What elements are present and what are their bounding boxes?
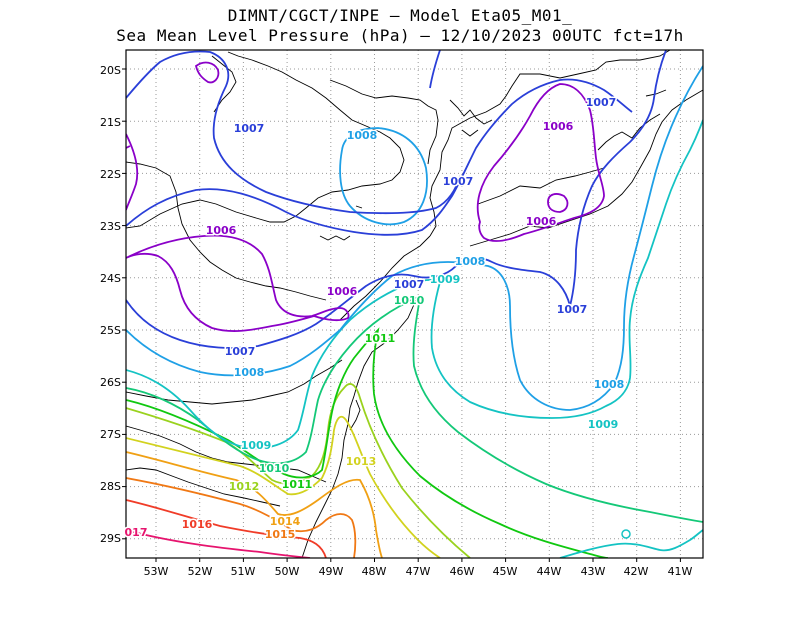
title-line-2: Sea Mean Level Pressure (hPa) – 12/10/20… <box>116 26 684 45</box>
isobar-1009-south <box>559 529 703 558</box>
axis-ticks <box>122 68 681 562</box>
isobar-label: 1007 <box>586 96 617 109</box>
lat-label: 21S <box>100 116 121 129</box>
lat-label: 28S <box>100 480 121 493</box>
isobar-1009-cell <box>621 529 631 539</box>
isobar-1007-b <box>126 78 633 236</box>
isobar-1006-west <box>126 234 350 332</box>
isobar-label: 017 <box>125 526 148 539</box>
isobar-1007-c <box>126 50 461 215</box>
isobar-label: 1009 <box>241 439 272 452</box>
isobar-label: 1008 <box>455 255 486 268</box>
isobar-1009 <box>126 119 703 450</box>
isobar-label: 1006 <box>526 215 557 228</box>
isobar-label: 1016 <box>182 518 213 531</box>
lon-label: 44W <box>537 565 562 578</box>
isobar-label: 1006 <box>327 285 358 298</box>
isobar-1016 <box>126 499 327 558</box>
isobar-1008-cell <box>339 127 428 226</box>
lat-labels: 20S 21S 22S 23S 24S 25S 26S 27S 28S 29S <box>100 64 121 545</box>
lon-label: 53W <box>144 565 169 578</box>
lat-label: 23S <box>100 220 121 233</box>
isobar-label: 1006 <box>543 120 574 133</box>
lat-label: 20S <box>100 64 121 77</box>
isobar-label: 1009 <box>430 273 461 286</box>
lon-label: 43W <box>581 565 606 578</box>
grid-lines <box>126 50 703 558</box>
lon-label: 49W <box>319 565 344 578</box>
isobar-label: 1006 <box>206 224 237 237</box>
isobar-1007 <box>126 50 667 349</box>
isobar-1006-east <box>476 83 605 242</box>
isobar-label: 1010 <box>394 294 425 307</box>
isobar-label: 1014 <box>270 515 301 528</box>
isobar-1015 <box>126 477 357 558</box>
isobar-1006-mid <box>126 145 131 149</box>
isobar-label: 1008 <box>347 129 378 142</box>
lon-label: 51W <box>231 565 256 578</box>
isobar-1006-west2 <box>126 133 139 211</box>
isobar-label: 1008 <box>594 378 625 391</box>
lat-label: 27S <box>100 428 121 441</box>
isobar-label: 1007 <box>225 345 256 358</box>
isobar-label: 1007 <box>443 175 474 188</box>
isobar-1007-d <box>429 50 441 89</box>
isobar-label: 1008 <box>234 366 265 379</box>
lon-label: 42W <box>624 565 649 578</box>
isobar-label: 1015 <box>265 528 296 541</box>
coastline <box>126 50 703 558</box>
isobar-1008 <box>126 65 703 411</box>
isobar-label: 1013 <box>346 455 377 468</box>
isobar-label: 1007 <box>557 303 588 316</box>
lon-label: 50W <box>275 565 300 578</box>
lon-label: 41W <box>668 565 693 578</box>
isobar-1017 <box>126 529 311 558</box>
map-frame <box>125 49 704 559</box>
lon-label: 46W <box>450 565 475 578</box>
lat-label: 25S <box>100 324 121 337</box>
isobar-1010 <box>126 296 703 523</box>
lat-label: 22S <box>100 168 121 181</box>
lat-label: 29S <box>100 532 121 545</box>
contour-labels: 1006 1006 1006 1006 1007 1007 1007 1007 … <box>123 95 626 543</box>
isobar-1006-eastcell <box>547 193 569 213</box>
isobar-1011 <box>126 327 609 558</box>
lon-labels: 53W 52W 51W 50W 49W 48W 47W 46W 45W 44W … <box>144 565 693 578</box>
isobar-1014 <box>126 451 383 558</box>
lon-label: 45W <box>493 565 518 578</box>
isobar-label: 1007 <box>394 278 425 291</box>
isobar-label: 1010 <box>259 462 290 475</box>
isobar-1006-blob <box>194 61 220 84</box>
isobar-1013 <box>126 415 441 558</box>
lon-label: 47W <box>406 565 431 578</box>
lon-label: 52W <box>188 565 213 578</box>
isobar-label: 1011 <box>365 332 396 345</box>
isobar-label: 1009 <box>588 418 619 431</box>
lon-label: 48W <box>362 565 387 578</box>
isobar-label: 1012 <box>229 480 260 493</box>
lat-label: 26S <box>100 376 121 389</box>
isobar-label: 1007 <box>234 122 265 135</box>
title-line-1: DIMNT/CGCT/INPE – Model Eta05_M01_ <box>227 6 573 25</box>
lat-label: 24S <box>100 272 121 285</box>
isobar-label: 1011 <box>282 478 313 491</box>
